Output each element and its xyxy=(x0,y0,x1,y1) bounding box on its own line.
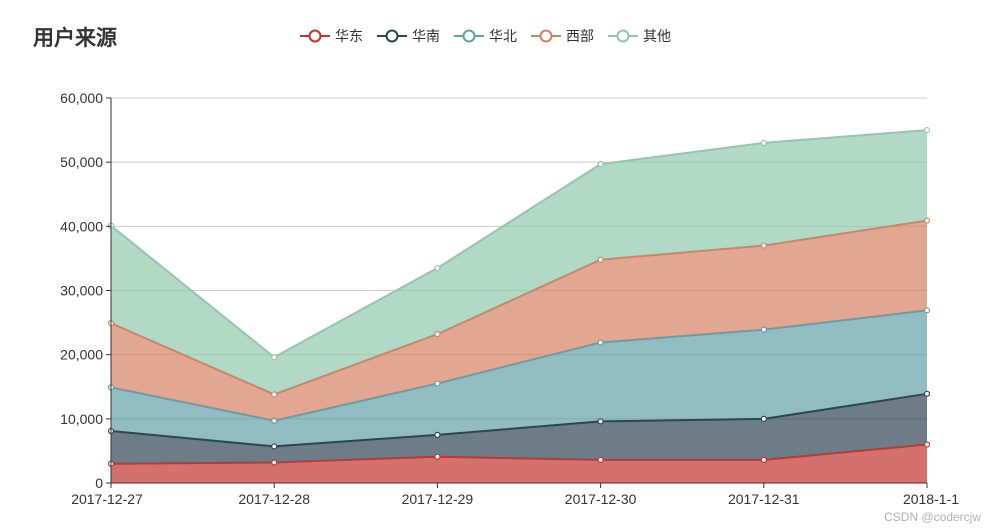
y-tick-label: 50,000 xyxy=(60,154,103,170)
point-华北[interactable] xyxy=(923,307,931,314)
legend-label: 华南 xyxy=(412,29,440,45)
legend-marker-icon xyxy=(531,29,561,43)
point-华北[interactable] xyxy=(271,417,278,424)
point-其他[interactable] xyxy=(434,264,441,272)
y-tick-label: 0 xyxy=(95,475,103,491)
point-华北[interactable] xyxy=(597,339,604,346)
point-其他[interactable] xyxy=(271,354,278,361)
x-tick-label: 2017-12-27 xyxy=(71,491,143,507)
legend-marker-icon xyxy=(608,29,638,43)
y-tick-label: 10,000 xyxy=(60,411,103,427)
line-华东 xyxy=(110,443,928,465)
legend: 华东 华南 华北 西部 其他 xyxy=(300,26,685,46)
legend-item[interactable]: 华东 xyxy=(300,26,363,46)
line-其他 xyxy=(110,129,928,359)
x-tick-label: 2018-1-1 xyxy=(903,491,959,507)
point-华东[interactable] xyxy=(597,456,604,463)
legend-label: 华北 xyxy=(489,29,517,45)
point-华南[interactable] xyxy=(597,418,604,425)
point-华东[interactable] xyxy=(760,456,767,463)
point-其他[interactable] xyxy=(760,139,767,147)
y-tick-label: 20,000 xyxy=(60,347,103,363)
point-华东[interactable] xyxy=(434,453,441,460)
legend-marker-icon xyxy=(454,29,484,43)
point-西部[interactable] xyxy=(434,331,441,338)
area-其他 xyxy=(111,130,927,395)
point-华南[interactable] xyxy=(760,415,767,422)
x-tick-label: 2017-12-31 xyxy=(728,491,800,507)
x-tick-label: 2017-12-28 xyxy=(238,491,310,507)
point-华南[interactable] xyxy=(271,443,278,450)
point-华东[interactable] xyxy=(271,459,278,466)
legend-item[interactable]: 华北 xyxy=(454,26,517,46)
point-华北[interactable] xyxy=(434,380,441,387)
line-华南 xyxy=(110,392,928,448)
point-西部[interactable] xyxy=(271,391,278,398)
area-华东 xyxy=(111,444,927,483)
legend-item[interactable]: 华南 xyxy=(377,26,440,46)
x-tick-label: 2017-12-29 xyxy=(402,491,474,507)
point-其他[interactable] xyxy=(597,160,604,168)
point-其他[interactable] xyxy=(923,126,931,134)
legend-label: 西部 xyxy=(566,29,594,45)
watermark: CSDN @codercjw xyxy=(884,510,981,524)
x-axis-ticks: 2017-12-27 2017-12-28 2017-12-29 2017-12-30… xyxy=(71,483,959,507)
series-points xyxy=(107,126,931,467)
point-华东[interactable] xyxy=(923,441,931,448)
legend-item[interactable]: 西部 xyxy=(531,26,594,46)
legend-item[interactable]: 其他 xyxy=(608,26,671,46)
x-tick-label: 2017-12-30 xyxy=(565,491,637,507)
point-华南[interactable] xyxy=(923,390,931,397)
line-华北 xyxy=(110,309,928,422)
legend-marker-icon xyxy=(377,29,407,43)
point-西部[interactable] xyxy=(760,242,767,249)
line-西部 xyxy=(110,219,928,396)
legend-label: 其他 xyxy=(643,29,671,45)
y-axis-ticks: 0 10,000 20,000 30,000 40,000 50,000 60,000 xyxy=(60,90,111,491)
point-华北[interactable] xyxy=(760,326,767,333)
y-tick-label: 60,000 xyxy=(60,90,103,106)
legend-label: 华东 xyxy=(335,29,363,45)
legend-marker-icon xyxy=(300,29,330,43)
y-tick-label: 30,000 xyxy=(60,283,103,299)
point-华南[interactable] xyxy=(434,431,441,438)
chart-title: 用户来源 xyxy=(33,26,117,50)
y-tick-label: 40,000 xyxy=(60,218,103,234)
point-西部[interactable] xyxy=(923,217,931,224)
series-areas xyxy=(111,130,927,483)
area-西部 xyxy=(111,220,927,421)
point-西部[interactable] xyxy=(597,256,604,263)
series-lines xyxy=(110,129,928,465)
